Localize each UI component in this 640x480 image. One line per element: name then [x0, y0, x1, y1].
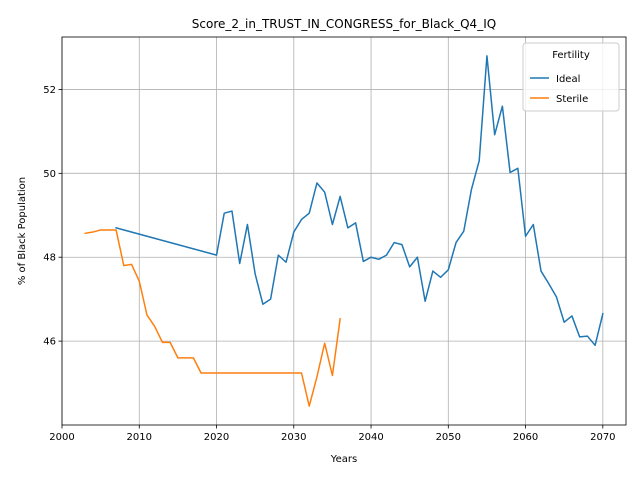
y-tick-label: 52	[43, 85, 56, 96]
y-axis-label: % of Black Population	[17, 177, 28, 285]
legend: Fertility Ideal Sterile	[522, 42, 620, 112]
y-tick-label: 48	[43, 253, 56, 264]
x-tick-label: 2020	[204, 432, 229, 443]
x-tick-label: 2010	[127, 432, 152, 443]
series-line-sterile	[84, 229, 341, 407]
y-tick-label: 46	[43, 337, 56, 348]
chart-title: Score_2_in_TRUST_IN_CONGRESS_for_Black_Q…	[192, 17, 496, 31]
ticks: 2000 2010 2020 2030 2040 2050 2060 2070 46 48 50 52	[43, 85, 615, 443]
x-axis-label: Years	[330, 454, 357, 465]
series-line-ideal	[115, 55, 604, 347]
plot-frame	[61, 36, 627, 426]
y-tick-label: 50	[43, 169, 56, 180]
x-tick-label: 2060	[513, 432, 538, 443]
x-tick-label: 2000	[49, 432, 74, 443]
legend-label-ideal: Ideal	[556, 74, 580, 85]
series-layer	[84, 55, 604, 407]
legend-box	[522, 42, 620, 112]
x-tick-label: 2070	[590, 432, 615, 443]
legend-label-sterile: Sterile	[556, 94, 588, 105]
x-tick-label: 2040	[358, 432, 383, 443]
x-tick-label: 2050	[436, 432, 461, 443]
legend-title: Fertility	[552, 50, 590, 61]
x-tick-label: 2030	[281, 432, 306, 443]
